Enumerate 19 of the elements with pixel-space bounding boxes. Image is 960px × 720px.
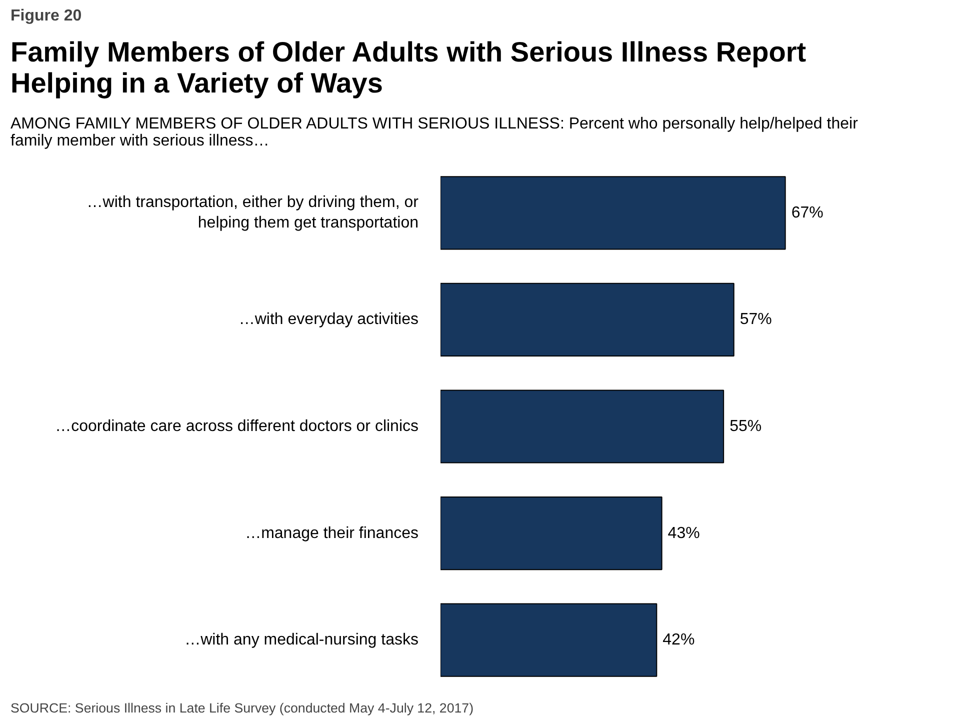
y-tick-label: …with transportation, either by driving them, or helping them get transportation <box>86 194 420 232</box>
data-label: 57% <box>740 311 772 328</box>
caption: Figure 20 <box>10 8 82 24</box>
bar <box>440 390 724 464</box>
y-tick-label: …with everyday activities <box>238 311 419 328</box>
data-label: 67% <box>791 204 824 222</box>
data-label: 43% <box>668 524 700 542</box>
source-note: SOURCE: Serious Illness in Late Life Survey (conducted May 4-July 12, 2017) <box>10 700 474 716</box>
data-label: 55% <box>730 418 762 435</box>
y-tick-label: …with any medical-nursing tasks <box>184 632 419 649</box>
chart-title: Family Members of Older Adults with Serious Illness Report Helping in a Variety of Ways <box>10 36 806 98</box>
data-label: 42% <box>662 632 695 649</box>
bar <box>440 496 662 570</box>
bar <box>440 176 786 250</box>
bar <box>440 282 734 357</box>
y-tick-label: …manage their finances <box>245 524 419 542</box>
bar <box>440 603 658 677</box>
chart-subtitle: AMONG FAMILY MEMBERS OF OLDER ADULTS WITH SERIOUS ILLNESS: Percent who personally help/helped their family member with serious illness… <box>10 116 859 150</box>
y-tick-label: …coordinate care across different doctors or clinics <box>55 418 418 435</box>
